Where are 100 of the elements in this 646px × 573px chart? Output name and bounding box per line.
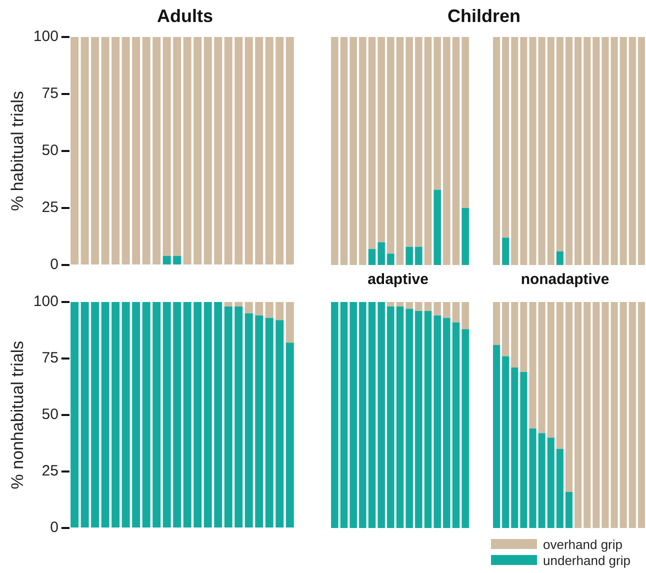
bar [112, 302, 120, 528]
bar [462, 37, 469, 208]
bar [244, 302, 253, 314]
bar [520, 372, 528, 528]
bar [452, 302, 460, 322]
bar [368, 249, 376, 265]
y-tick-label: 25 [42, 199, 58, 216]
y-axis-title: % nonhabitual trials [8, 340, 27, 490]
legend-label: underhand grip [543, 552, 630, 568]
bar [462, 329, 469, 528]
bar [565, 492, 573, 528]
bar [492, 344, 500, 528]
bar [406, 302, 413, 309]
bar [415, 37, 422, 247]
y-tick-label: 100 [33, 28, 58, 46]
bar [396, 37, 404, 265]
bar [529, 302, 536, 429]
bar [462, 302, 469, 330]
bar [511, 302, 518, 368]
bar [602, 302, 609, 528]
y-tick-label: 50 [42, 406, 58, 424]
bar [434, 316, 441, 528]
y-tick-label: 100 [33, 293, 58, 310]
bar [331, 302, 338, 528]
bar [434, 190, 441, 265]
bar [434, 37, 441, 190]
bar [234, 302, 243, 307]
bar [538, 433, 546, 528]
bar [396, 306, 404, 528]
chart-title: nonadaptive [520, 271, 610, 288]
bar [462, 208, 469, 265]
bar [286, 302, 294, 343]
bar [592, 302, 600, 528]
y-tick-label: 25 [42, 462, 58, 480]
bar [556, 302, 564, 449]
bar [492, 302, 500, 345]
bar [255, 302, 264, 316]
bar [359, 302, 366, 528]
bar [350, 37, 357, 265]
bar [415, 246, 422, 265]
bar [387, 37, 394, 254]
y-tick-label: 0 [50, 519, 58, 536]
bar [628, 302, 636, 528]
bar [276, 320, 284, 528]
bar [132, 302, 140, 528]
bar [511, 368, 518, 528]
y-tick-label: 0 [50, 256, 58, 274]
bar [204, 302, 212, 528]
bar [286, 342, 294, 528]
bar [265, 302, 274, 318]
bar [331, 37, 338, 265]
bar [378, 242, 385, 265]
bar [350, 302, 357, 528]
bar [406, 246, 413, 265]
bar [443, 318, 450, 528]
bar [387, 306, 394, 528]
bar [406, 308, 413, 528]
bar [265, 318, 274, 528]
bar [183, 302, 192, 528]
bar [234, 306, 243, 528]
bar [424, 37, 432, 265]
bar [443, 37, 450, 265]
bar [452, 322, 460, 528]
bar [396, 302, 404, 307]
bar [162, 302, 171, 528]
bar [340, 302, 348, 528]
bar [638, 302, 646, 528]
bar [502, 356, 510, 528]
bar [434, 302, 441, 316]
chart-title: Adults [156, 6, 214, 27]
y-tick-label: 75 [42, 85, 58, 102]
bar [70, 302, 79, 528]
bar [547, 302, 554, 438]
legend-label: overhand grip [543, 536, 622, 552]
bar [610, 302, 618, 528]
bar [173, 302, 182, 528]
bar [378, 302, 385, 528]
y-tick-label: 50 [42, 142, 58, 160]
bar [244, 313, 253, 528]
bar [255, 316, 264, 528]
bar [574, 302, 582, 528]
bar [520, 302, 528, 372]
chart-title: adaptive [366, 271, 430, 288]
bar [152, 302, 161, 528]
bar [142, 302, 150, 528]
bar [424, 311, 432, 528]
bar [556, 448, 564, 528]
bar [101, 302, 110, 528]
bar [194, 302, 202, 528]
bar [502, 302, 510, 356]
bar [214, 302, 222, 528]
bar [529, 428, 536, 528]
bar [387, 254, 394, 265]
bar [406, 37, 413, 247]
y-tick-label: 75 [42, 350, 58, 367]
bar [387, 302, 394, 307]
bar [368, 302, 376, 528]
y-axis-title: % habitual trials [8, 90, 27, 212]
bar [276, 302, 284, 320]
bar [359, 37, 366, 265]
